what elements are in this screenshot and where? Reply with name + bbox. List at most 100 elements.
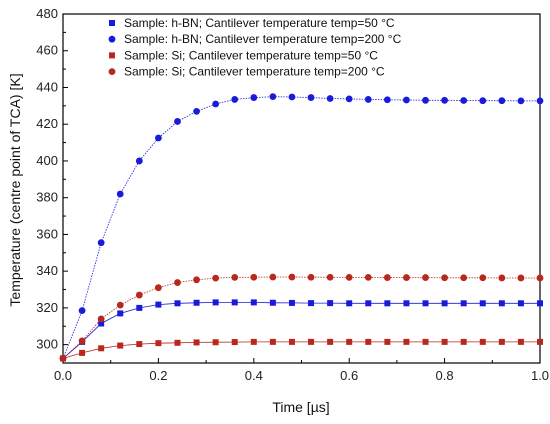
data-point [231, 339, 238, 346]
data-point [364, 274, 372, 281]
y-tick-label: 440 [36, 79, 58, 94]
legend-label: Sample: Si; Cantilever temperature temp=… [124, 48, 378, 62]
data-point [98, 320, 105, 327]
series-1 [60, 299, 543, 362]
data-point [135, 157, 143, 165]
data-point [174, 300, 181, 307]
legend: Sample: h-BN; Cantilever temperature tem… [108, 16, 402, 79]
data-point [269, 93, 277, 101]
data-point [403, 96, 410, 104]
data-point [460, 300, 467, 307]
data-point [250, 94, 258, 101]
y-tick-label: 480 [36, 6, 58, 21]
data-point [269, 299, 276, 306]
data-point [517, 97, 525, 105]
data-point [346, 338, 353, 345]
data-point [135, 291, 143, 299]
data-point [498, 300, 505, 307]
data-point [78, 307, 86, 315]
series-layer [59, 93, 544, 362]
x-axis-ticks: 0.0 0.2 0.4 0.6 0.8 1.0 [54, 358, 549, 383]
data-point [517, 338, 524, 345]
data-point [116, 190, 124, 198]
y-tick-label: 400 [36, 153, 58, 168]
data-point [79, 349, 86, 356]
legend-marker-square [109, 20, 115, 26]
data-point [212, 339, 219, 346]
data-point [441, 300, 448, 307]
data-point [78, 337, 86, 345]
data-point [326, 95, 334, 102]
legend-marker-circle [108, 35, 116, 43]
data-point [155, 340, 162, 347]
data-point [269, 273, 277, 281]
data-point [97, 315, 105, 323]
legend-label: Sample: Si; Cantilever temperature temp=… [124, 65, 385, 79]
y-axis-title: Temperature (centre point of TCA) [K] [7, 73, 23, 306]
y-tick-label: 360 [36, 226, 58, 241]
data-point [364, 96, 372, 103]
data-point [498, 97, 506, 105]
legend-marker-square [109, 52, 115, 59]
series-line [62, 302, 540, 359]
data-point [365, 338, 372, 345]
data-point [479, 300, 486, 307]
x-tick-label: 0.2 [149, 368, 167, 383]
data-point [537, 338, 543, 345]
data-point [346, 300, 353, 307]
data-point [403, 300, 410, 307]
y-tick-label: 320 [36, 300, 58, 315]
data-point [536, 274, 544, 282]
data-point [498, 338, 505, 345]
data-point [231, 299, 238, 306]
legend-label: Sample: h-BN; Cantilever temperature tem… [124, 16, 395, 30]
legend-label: Sample: h-BN; Cantilever temperature tem… [124, 32, 402, 46]
series-line [62, 341, 540, 359]
data-point [231, 274, 239, 281]
data-point [308, 300, 315, 307]
data-point [479, 274, 487, 282]
data-point [498, 274, 506, 282]
data-point [384, 338, 391, 345]
data-point [365, 300, 372, 307]
data-point [441, 274, 448, 282]
series-4 [59, 273, 544, 362]
data-point [269, 338, 276, 345]
y-axis-ticks: 300 320 340 360 380 400 420 440 460 480 [36, 6, 68, 364]
data-point [307, 273, 315, 281]
data-point [250, 338, 257, 345]
data-point [307, 94, 315, 101]
data-point [98, 345, 105, 352]
data-point [403, 274, 410, 281]
data-point [441, 338, 448, 345]
data-point [117, 310, 124, 317]
data-point [59, 355, 67, 362]
data-point [460, 274, 468, 282]
data-point [117, 342, 124, 349]
data-point [422, 274, 429, 281]
data-point [288, 299, 295, 306]
data-point [212, 299, 219, 306]
data-point [193, 276, 200, 284]
data-point [193, 299, 200, 306]
data-point [288, 273, 296, 281]
data-point [479, 97, 487, 105]
data-point [308, 338, 315, 345]
data-point [212, 274, 220, 282]
data-point [517, 300, 524, 307]
data-point [250, 273, 258, 281]
y-tick-label: 420 [36, 116, 58, 131]
data-point [422, 96, 429, 104]
data-point [327, 300, 334, 307]
y-tick-label: 300 [36, 337, 58, 352]
data-point [155, 284, 162, 292]
data-point [288, 93, 296, 101]
x-tick-label: 0.8 [436, 368, 454, 383]
data-point [193, 107, 200, 115]
series-3 [60, 338, 543, 362]
data-point [116, 301, 124, 309]
data-point [193, 339, 200, 346]
data-point [288, 338, 295, 345]
data-point [383, 274, 391, 281]
